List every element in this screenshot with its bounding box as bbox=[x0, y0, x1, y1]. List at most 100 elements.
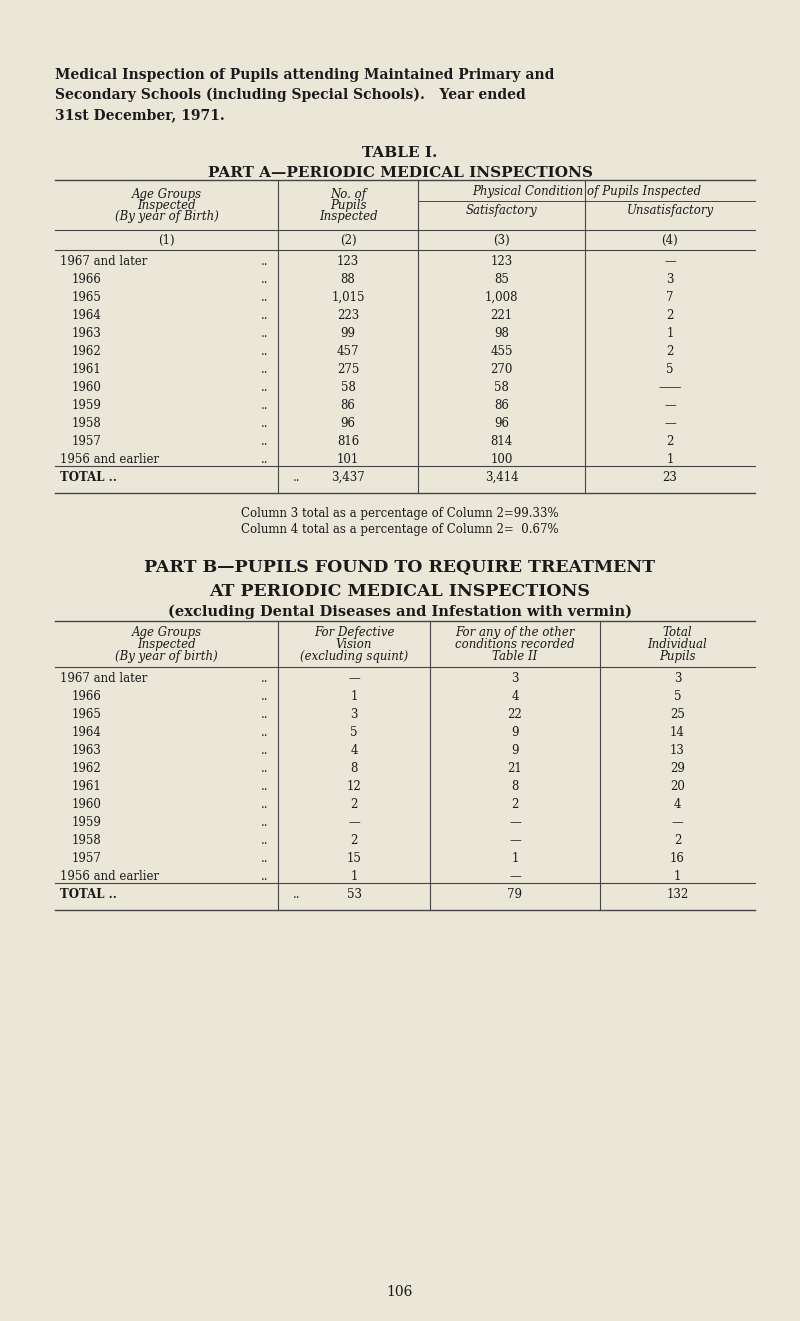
Text: 3,437: 3,437 bbox=[331, 472, 365, 483]
Text: 31st December, 1971.: 31st December, 1971. bbox=[55, 108, 225, 122]
Text: 1964: 1964 bbox=[72, 309, 102, 322]
Text: 13: 13 bbox=[670, 744, 685, 757]
Text: Column 3 total as a percentage of Column 2=99.33%: Column 3 total as a percentage of Column… bbox=[241, 507, 559, 520]
Text: —: — bbox=[509, 871, 521, 882]
Text: 1960: 1960 bbox=[72, 798, 102, 811]
Text: 1,015: 1,015 bbox=[331, 291, 365, 304]
Text: 9: 9 bbox=[511, 727, 518, 738]
Text: (excluding Dental Diseases and Infestation with vermin): (excluding Dental Diseases and Infestati… bbox=[168, 605, 632, 620]
Text: Pupils: Pupils bbox=[330, 199, 366, 211]
Text: ..: .. bbox=[261, 435, 268, 448]
Text: 1,008: 1,008 bbox=[485, 291, 518, 304]
Text: (By year of Birth): (By year of Birth) bbox=[114, 210, 218, 223]
Text: 1966: 1966 bbox=[72, 273, 102, 287]
Text: —: — bbox=[348, 816, 360, 830]
Text: 85: 85 bbox=[494, 273, 509, 287]
Text: (excluding squint): (excluding squint) bbox=[300, 650, 408, 663]
Text: —: — bbox=[348, 672, 360, 686]
Text: ——: —— bbox=[658, 380, 682, 394]
Text: 106: 106 bbox=[387, 1285, 413, 1299]
Text: 4: 4 bbox=[674, 798, 682, 811]
Text: 8: 8 bbox=[511, 779, 518, 793]
Text: 1965: 1965 bbox=[72, 708, 102, 721]
Text: ..: .. bbox=[261, 744, 268, 757]
Text: —: — bbox=[664, 255, 676, 268]
Text: 96: 96 bbox=[494, 417, 509, 431]
Text: 1963: 1963 bbox=[72, 744, 102, 757]
Text: (2): (2) bbox=[340, 234, 356, 247]
Text: conditions recorded: conditions recorded bbox=[455, 638, 575, 651]
Text: For Defective: For Defective bbox=[314, 626, 394, 639]
Text: Satisfactory: Satisfactory bbox=[466, 203, 538, 217]
Text: Secondary Schools (including Special Schools).   Year ended: Secondary Schools (including Special Sch… bbox=[55, 89, 526, 103]
Text: ..: .. bbox=[261, 380, 268, 394]
Text: 2: 2 bbox=[666, 309, 674, 322]
Text: AT PERIODIC MEDICAL INSPECTIONS: AT PERIODIC MEDICAL INSPECTIONS bbox=[210, 583, 590, 600]
Text: ..: .. bbox=[261, 779, 268, 793]
Text: Inspected: Inspected bbox=[137, 638, 196, 651]
Text: —: — bbox=[509, 816, 521, 830]
Text: 1956 and earlier: 1956 and earlier bbox=[60, 453, 159, 466]
Text: Physical Condition of Pupils Inspected: Physical Condition of Pupils Inspected bbox=[472, 185, 701, 198]
Text: 1: 1 bbox=[350, 871, 358, 882]
Text: 5: 5 bbox=[350, 727, 358, 738]
Text: ..: .. bbox=[261, 255, 268, 268]
Text: Medical Inspection of Pupils attending Maintained Primary and: Medical Inspection of Pupils attending M… bbox=[55, 67, 554, 82]
Text: TOTAL ..: TOTAL .. bbox=[60, 472, 117, 483]
Text: 101: 101 bbox=[337, 453, 359, 466]
Text: 98: 98 bbox=[494, 328, 509, 339]
Text: 21: 21 bbox=[508, 762, 522, 775]
Text: PART A—PERIODIC MEDICAL INSPECTIONS: PART A—PERIODIC MEDICAL INSPECTIONS bbox=[207, 166, 593, 180]
Text: Inspected: Inspected bbox=[318, 210, 378, 223]
Text: 1956 and earlier: 1956 and earlier bbox=[60, 871, 159, 882]
Text: 22: 22 bbox=[508, 708, 522, 721]
Text: 1958: 1958 bbox=[72, 834, 102, 847]
Text: 2: 2 bbox=[674, 834, 681, 847]
Text: 4: 4 bbox=[511, 690, 518, 703]
Text: Age Groups: Age Groups bbox=[131, 626, 202, 639]
Text: 1957: 1957 bbox=[72, 852, 102, 865]
Text: 814: 814 bbox=[490, 435, 513, 448]
Text: Column 4 total as a percentage of Column 2=  0.67%: Column 4 total as a percentage of Column… bbox=[241, 523, 559, 536]
Text: ..: .. bbox=[261, 834, 268, 847]
Text: Table II: Table II bbox=[492, 650, 538, 663]
Text: TOTAL ..: TOTAL .. bbox=[60, 888, 117, 901]
Text: (3): (3) bbox=[493, 234, 510, 247]
Text: 3: 3 bbox=[674, 672, 682, 686]
Text: ..: .. bbox=[261, 672, 268, 686]
Text: 270: 270 bbox=[490, 363, 513, 376]
Text: 7: 7 bbox=[666, 291, 674, 304]
Text: Unsatisfactory: Unsatisfactory bbox=[626, 203, 714, 217]
Text: 23: 23 bbox=[662, 472, 678, 483]
Text: ..: .. bbox=[261, 345, 268, 358]
Text: Inspected: Inspected bbox=[137, 199, 196, 211]
Text: PART B—PUPILS FOUND TO REQUIRE TREATMENT: PART B—PUPILS FOUND TO REQUIRE TREATMENT bbox=[145, 559, 655, 576]
Text: ..: .. bbox=[261, 453, 268, 466]
Text: 3,414: 3,414 bbox=[485, 472, 518, 483]
Text: ..: .. bbox=[261, 328, 268, 339]
Text: 816: 816 bbox=[337, 435, 359, 448]
Text: 1962: 1962 bbox=[72, 345, 102, 358]
Text: TABLE I.: TABLE I. bbox=[362, 147, 438, 160]
Text: ..: .. bbox=[293, 472, 301, 483]
Text: 5: 5 bbox=[674, 690, 682, 703]
Text: 99: 99 bbox=[341, 328, 355, 339]
Text: 58: 58 bbox=[341, 380, 355, 394]
Text: 2: 2 bbox=[511, 798, 518, 811]
Text: 2: 2 bbox=[350, 834, 358, 847]
Text: —: — bbox=[664, 417, 676, 431]
Text: 8: 8 bbox=[350, 762, 358, 775]
Text: —: — bbox=[672, 816, 683, 830]
Text: 86: 86 bbox=[341, 399, 355, 412]
Text: 1: 1 bbox=[350, 690, 358, 703]
Text: Vision: Vision bbox=[336, 638, 372, 651]
Text: 29: 29 bbox=[670, 762, 685, 775]
Text: (By year of birth): (By year of birth) bbox=[115, 650, 218, 663]
Text: ..: .. bbox=[261, 309, 268, 322]
Text: 275: 275 bbox=[337, 363, 359, 376]
Text: 223: 223 bbox=[337, 309, 359, 322]
Text: 1: 1 bbox=[666, 328, 674, 339]
Text: 1959: 1959 bbox=[72, 399, 102, 412]
Text: 457: 457 bbox=[337, 345, 359, 358]
Text: —: — bbox=[664, 399, 676, 412]
